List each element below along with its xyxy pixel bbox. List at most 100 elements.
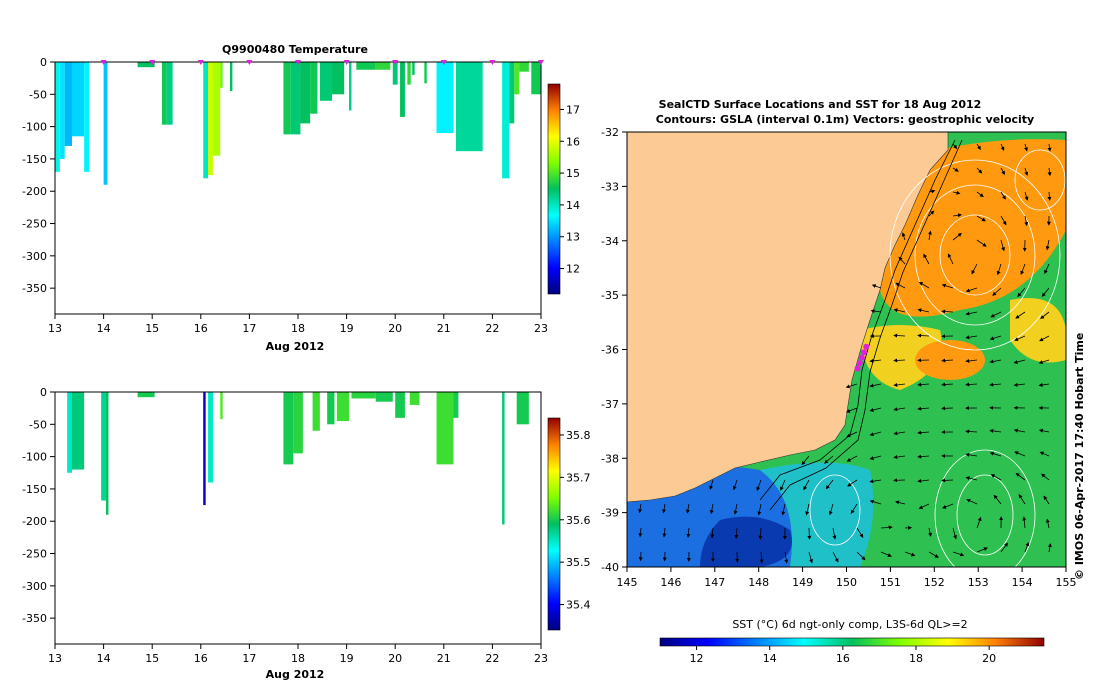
sst-map-latitude-axis: -32 -33 -34 -35 -36 -37 -38 -39 -40 — [601, 126, 627, 574]
surface-marker-3 — [246, 60, 253, 65]
y-tick-label-2: -100 — [22, 451, 47, 464]
velocity-vector-61 — [893, 382, 906, 387]
salinity-x-axis: 13 14 15 16 17 18 19 20 21 22 23 — [48, 644, 548, 665]
velocity-vector-115 — [965, 429, 978, 434]
velocity-vector-7 — [686, 527, 691, 538]
velocity-vector-151 — [1013, 428, 1026, 433]
profile-bar-1 — [72, 392, 85, 470]
velocity-vector-125 — [1000, 239, 1005, 252]
profile-bar-21 — [356, 62, 376, 70]
velocity-vector-91 — [941, 283, 954, 289]
velocity-vector-59 — [893, 333, 906, 338]
lat-tick-label-1: -33 — [601, 180, 619, 193]
profile-bar-16 — [409, 392, 420, 405]
surface-marker-6 — [392, 60, 399, 65]
x-tick-label-7: 20 — [388, 652, 402, 665]
sst-map-title: SealCTD Surface Locations and SST for 18… — [659, 98, 982, 111]
lon-tick-label-10: 155 — [1056, 576, 1077, 589]
velocity-vector-104 — [976, 167, 983, 174]
profile-bar-9 — [293, 392, 303, 454]
profile-bar-24 — [400, 62, 405, 117]
cool-water-light-blue — [760, 462, 874, 567]
lon-tick-label-7: 152 — [924, 576, 945, 589]
velocity-vector-72 — [923, 253, 930, 265]
velocity-vector-17 — [756, 479, 762, 492]
velocity-vector-27 — [805, 503, 810, 516]
contour-5 — [934, 449, 1036, 581]
sst-map-longitude-axis: 145 146 147 148 149 150 151 152 153 154 155 — [617, 567, 1077, 589]
velocity-vector-34 — [832, 551, 839, 563]
profile-bar-15 — [290, 62, 301, 135]
sst-map-panel: SealCTD Surface Locations and SST for 18… — [601, 98, 1086, 665]
velocity-vector-48 — [869, 407, 882, 412]
profile-bar-13 — [229, 62, 233, 92]
warm-eddy-orange — [880, 139, 1066, 317]
velocity-vector-11 — [710, 527, 715, 539]
profile-bar-23 — [392, 62, 398, 85]
contour-7 — [1014, 149, 1066, 211]
velocity-vector-167 — [1038, 382, 1050, 387]
velocity-vector-63 — [893, 431, 906, 436]
x-tick-label-4: 17 — [242, 652, 256, 665]
velocity-vector-44 — [870, 309, 882, 314]
velocity-vector-32 — [828, 503, 834, 516]
y-tick-label-7: -350 — [22, 612, 47, 625]
velocity-vector-117 — [965, 476, 978, 481]
surface-markers — [100, 60, 544, 65]
velocity-vector-124 — [1000, 215, 1007, 226]
velocity-vector-95 — [941, 382, 954, 387]
velocity-vector-21 — [780, 479, 786, 491]
profile-bar-0 — [55, 62, 60, 172]
profile-bar-14 — [283, 62, 291, 135]
x-tick-label-5: 18 — [291, 322, 305, 335]
colorbar-tick-label-2: 14 — [566, 199, 580, 212]
velocity-vector-145 — [1017, 287, 1026, 297]
velocity-vector-38 — [846, 455, 858, 462]
velocity-vector-99 — [941, 478, 954, 483]
velocity-vector-10 — [709, 503, 714, 515]
velocity-vector-103 — [976, 143, 981, 151]
colorbar-tick-label-0: 35.4 — [566, 599, 591, 612]
seal-track-point-3 — [861, 349, 868, 356]
velocity-vector-141 — [1024, 191, 1029, 201]
velocity-vector-92 — [941, 309, 954, 314]
seal-track-point-2 — [858, 354, 865, 361]
profile-bar-6 — [208, 392, 213, 483]
profile-bar-9 — [203, 62, 209, 179]
velocity-vector-136 — [993, 494, 1002, 505]
profile-bar-16 — [300, 62, 311, 124]
imos-credit: © IMOS 06-Apr-2017 17:40 Hobart Time — [1073, 333, 1086, 580]
x-tick-label-3: 16 — [194, 652, 208, 665]
y-tick-label-6: -300 — [22, 250, 47, 263]
sst-colorbar-label: SST (°C) 6d ngt-only comp, L3S-6d QL>=2 — [732, 618, 967, 631]
profile-bar-10 — [312, 392, 320, 431]
velocity-vector-107 — [976, 239, 987, 247]
velocity-vector-105 — [976, 191, 984, 198]
profile-bar-19 — [332, 62, 345, 95]
colorbar-tick-label-1: 35.5 — [566, 556, 591, 569]
velocity-vector-84 — [928, 551, 939, 558]
velocity-vector-149 — [1013, 382, 1026, 387]
velocity-vector-106 — [976, 215, 986, 222]
velocity-vector-120 — [976, 547, 988, 553]
velocity-vector-20 — [759, 551, 764, 564]
velocity-vector-108 — [971, 263, 978, 275]
colorbar-tick-label-3: 35.7 — [566, 471, 591, 484]
velocity-vector-1 — [638, 527, 643, 538]
velocity-vector-119 — [976, 516, 982, 529]
velocity-vector-165 — [1039, 335, 1050, 342]
isobath-2 — [769, 139, 963, 511]
velocity-vector-173 — [1045, 518, 1050, 529]
lon-tick-label-4: 149 — [792, 576, 813, 589]
velocity-vector-135 — [990, 474, 1002, 481]
velocity-vector-112 — [965, 358, 978, 363]
velocity-vector-161 — [1045, 239, 1050, 251]
y-tick-label-6: -300 — [22, 580, 47, 593]
temperature-profiles — [55, 62, 541, 185]
profile-bar-7 — [161, 62, 167, 125]
y-tick-label-3: -150 — [22, 153, 47, 166]
velocity-vector-46 — [869, 358, 882, 363]
profile-bar-25 — [407, 62, 411, 85]
velocity-vector-140 — [1024, 167, 1029, 176]
